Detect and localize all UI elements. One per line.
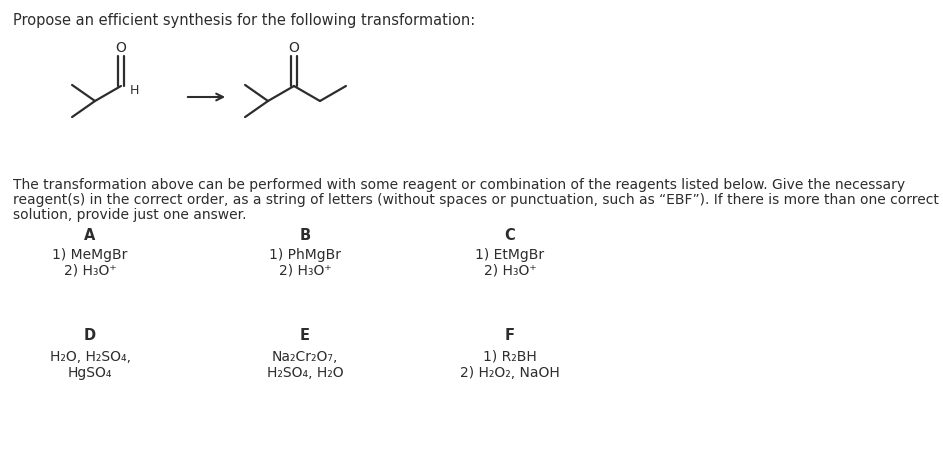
Text: 1) PhMgBr: 1) PhMgBr [269, 247, 341, 262]
Text: H₂O, H₂SO₄,: H₂O, H₂SO₄, [49, 349, 130, 363]
Text: 1) R₂BH: 1) R₂BH [483, 349, 537, 363]
Text: D: D [84, 327, 96, 342]
Text: 2) H₃O⁺: 2) H₃O⁺ [279, 263, 331, 277]
Text: H: H [130, 84, 140, 96]
Text: O: O [116, 41, 126, 55]
Text: 1) EtMgBr: 1) EtMgBr [475, 247, 544, 262]
Text: 2) H₃O⁺: 2) H₃O⁺ [64, 263, 116, 277]
Text: The transformation above can be performed with some reagent or combination of th: The transformation above can be performe… [13, 178, 905, 191]
Text: 2) H₃O⁺: 2) H₃O⁺ [484, 263, 537, 277]
Text: F: F [505, 327, 515, 342]
Text: O: O [289, 41, 300, 55]
Text: 1) MeMgBr: 1) MeMgBr [52, 247, 127, 262]
Text: C: C [505, 228, 516, 242]
Text: solution, provide just one answer.: solution, provide just one answer. [13, 207, 246, 222]
Text: 2) H₂O₂, NaOH: 2) H₂O₂, NaOH [460, 365, 560, 379]
Text: E: E [300, 327, 310, 342]
Text: HgSO₄: HgSO₄ [68, 365, 112, 379]
Text: Propose an efficient synthesis for the following transformation:: Propose an efficient synthesis for the f… [13, 13, 475, 28]
Text: H₂SO₄, H₂O: H₂SO₄, H₂O [267, 365, 343, 379]
Text: Na₂Cr₂O₇,: Na₂Cr₂O₇, [272, 349, 339, 363]
Text: A: A [84, 228, 95, 242]
Text: reagent(s) in the correct order, as a string of letters (without spaces or punct: reagent(s) in the correct order, as a st… [13, 193, 939, 207]
Text: B: B [300, 228, 310, 242]
